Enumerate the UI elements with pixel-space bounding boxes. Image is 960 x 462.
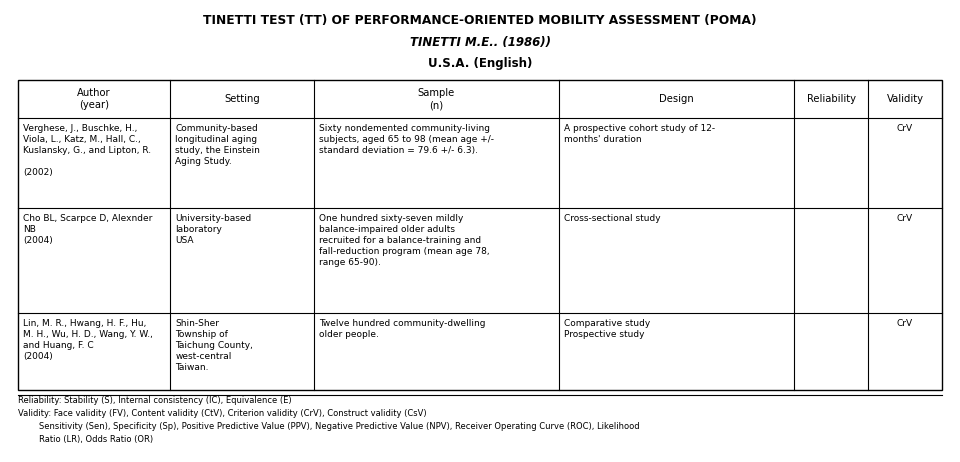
Text: Sensitivity (Sen), Specificity (Sp), Positive Predictive Value (PPV), Negative P: Sensitivity (Sen), Specificity (Sp), Pos… [18,422,639,431]
Text: Shin-Sher
Township of
Taichung County,
west-central
Taiwan.: Shin-Sher Township of Taichung County, w… [176,319,253,372]
Text: Cho BL, Scarpce D, Alexnder
NB
(2004): Cho BL, Scarpce D, Alexnder NB (2004) [23,214,153,245]
Text: Sample
(n): Sample (n) [418,88,455,110]
Text: Ratio (LR), Odds Ratio (OR): Ratio (LR), Odds Ratio (OR) [18,435,154,444]
Text: Reliability: Reliability [806,94,855,104]
Text: Lin, M. R., Hwang, H. F., Hu,
M. H., Wu, H. D., Wang, Y. W.,
and Huang, F. C
(20: Lin, M. R., Hwang, H. F., Hu, M. H., Wu,… [23,319,153,361]
Text: One hundred sixty-seven mildly
balance-impaired older adults
recruited for a bal: One hundred sixty-seven mildly balance-i… [319,214,490,267]
Text: Sixty nondemented community-living
subjects, aged 65 to 98 (mean age +/-
standar: Sixty nondemented community-living subje… [319,124,493,155]
Text: Comparative study
Prospective study: Comparative study Prospective study [564,319,650,339]
Text: Twelve hundred community-dwelling
older people.: Twelve hundred community-dwelling older … [319,319,485,339]
Text: Setting: Setting [225,94,260,104]
Text: Community-based
longitudinal aging
study, the Einstein
Aging Study.: Community-based longitudinal aging study… [176,124,260,166]
Text: TINETTI M.E.. (1986)): TINETTI M.E.. (1986)) [410,36,550,49]
Text: U.S.A. (English): U.S.A. (English) [428,57,532,70]
Text: A prospective cohort study of 12-
months' duration: A prospective cohort study of 12- months… [564,124,714,144]
Text: TINETTI TEST (TT) OF PERFORMANCE-ORIENTED MOBILITY ASSESSMENT (POMA): TINETTI TEST (TT) OF PERFORMANCE-ORIENTE… [204,14,756,27]
Text: CrV: CrV [897,319,913,328]
Text: Validity: Face validity (FV), Content validity (CtV), Criterion validity (CrV), : Validity: Face validity (FV), Content va… [18,409,426,418]
Text: Verghese, J., Buschke, H.,
Viola, L., Katz, M., Hall, C.,
Kuslansky, G., and Lip: Verghese, J., Buschke, H., Viola, L., Ka… [23,124,151,177]
Text: CrV: CrV [897,214,913,223]
Text: Reliability: Stability (S), Internal consistency (IC), Equivalence (E): Reliability: Stability (S), Internal con… [18,396,292,405]
Text: Author
(year): Author (year) [78,88,111,110]
Text: Validity: Validity [886,94,924,104]
Text: Cross-sectional study: Cross-sectional study [564,214,660,223]
Text: CrV: CrV [897,124,913,133]
Text: Design: Design [659,94,694,104]
Text: University-based
laboratory
USA: University-based laboratory USA [176,214,252,245]
Bar [18,80,942,390]
